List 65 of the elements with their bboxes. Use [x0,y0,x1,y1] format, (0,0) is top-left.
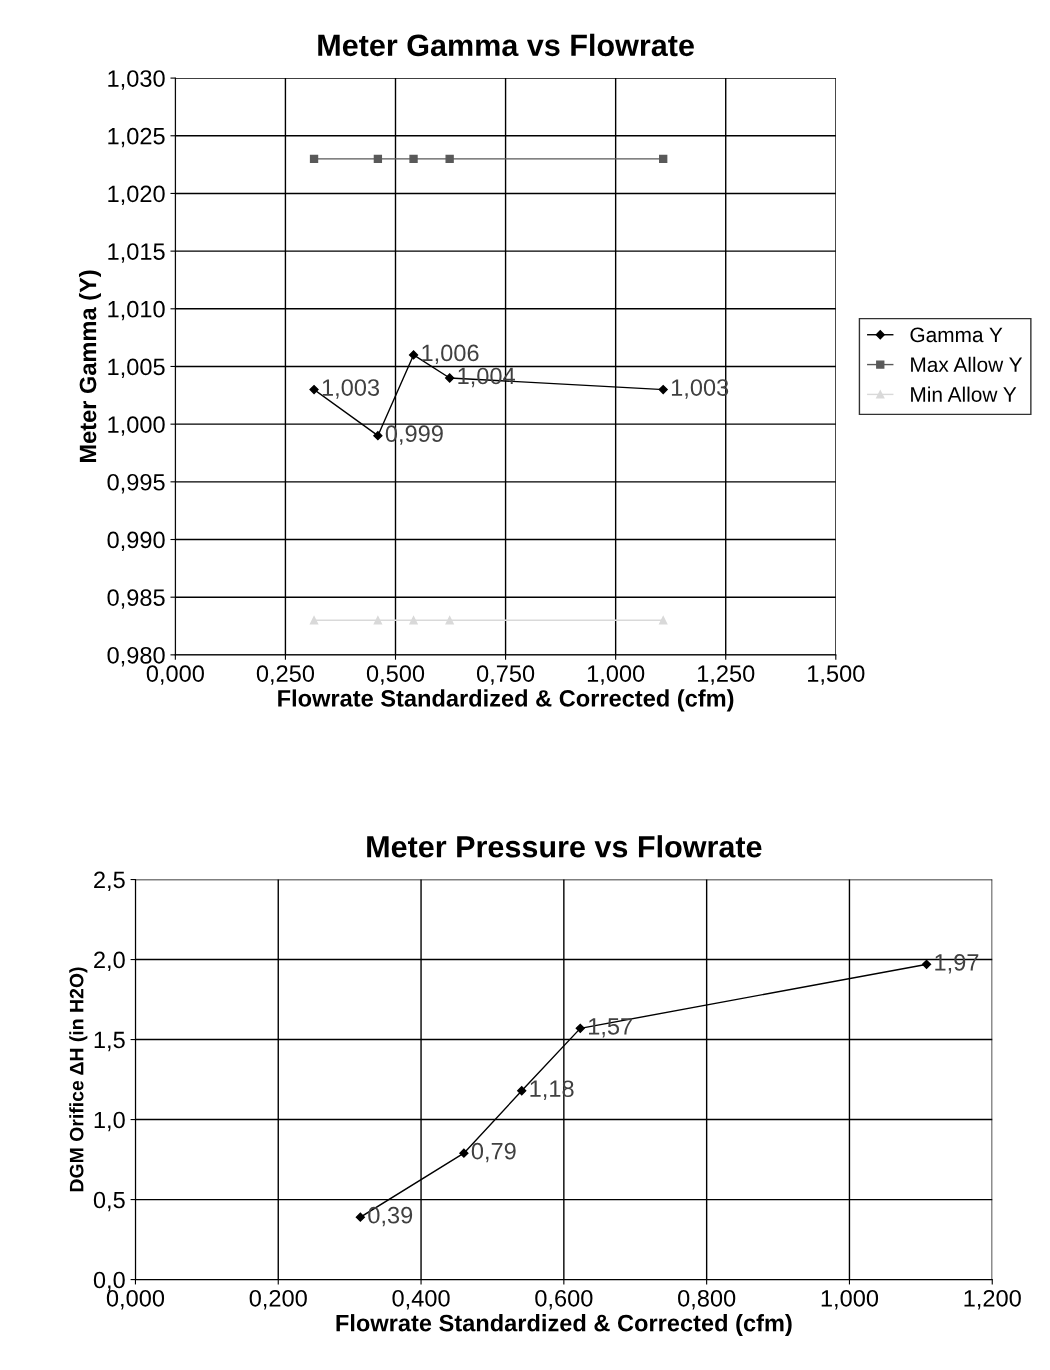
y-tick-label: 2,0 [94,951,125,972]
chart-title: Meter Gamma vs Flowrate [318,33,694,57]
x-axis-title: Flowrate Standardized & Corrected (cfm) [278,689,734,712]
point [459,1148,469,1158]
point [445,373,455,383]
x-tick-label: 1,250 [697,665,755,685]
point [658,384,668,395]
point [445,616,454,625]
y-tick-label: 1,0 [94,1111,125,1132]
x-tick-label: 1,000 [821,1289,879,1310]
legend-label: Min Allow Y [911,386,1017,402]
y-tick-label: 0,0 [93,1271,125,1292]
point [309,616,319,625]
point [373,431,383,441]
y-tick-label: 1,015 [108,243,165,263]
x-axis-title: Flowrate Standardized & Corrected (cfm) [336,1314,792,1337]
point [575,1023,585,1033]
point [409,616,418,625]
x-tick-label: 1,200 [964,1289,1021,1310]
point [659,154,668,164]
chart-title: Meter Pressure vs Flowrate [367,835,762,858]
x-tick-label: 0,000 [106,1289,165,1310]
point [309,154,319,164]
point [373,616,383,625]
point [408,350,419,360]
y-tick-label: 1,000 [108,416,165,436]
y-axis-title: DGM Orifice ΔH (in H2O) [69,967,88,1192]
data-label: 0,79 [471,1142,516,1163]
data-label: 1,57 [589,1018,632,1038]
x-tick-label: 0,200 [249,1289,307,1310]
point [445,154,454,164]
point [355,1212,365,1222]
point [309,384,319,395]
point [921,959,932,969]
data-label: 1,006 [422,344,479,365]
y-tick-label: 0,980 [107,646,165,667]
x-tick-label: 0,400 [392,1289,450,1310]
x-tick-label: 0,500 [366,665,425,685]
y-tick-label: 0,5 [93,1191,125,1212]
point [659,616,668,625]
y-tick-label: 1,030 [108,70,165,90]
x-tick-label: 0,800 [678,1289,736,1310]
x-tick-label: 1,000 [587,665,645,685]
y-tick-label: 2,5 [94,871,125,892]
y-tick-label: 1,020 [108,185,165,206]
legend-label: Gamma Y [910,327,1003,343]
data-label: 1,003 [322,379,380,399]
y-tick-label: 0,985 [107,589,165,609]
y-axis-title: Meter Gamma (Y) [78,270,101,462]
y-tick-label: 1,5 [94,1031,125,1052]
point [373,154,383,164]
y-tick-label: 1,005 [108,358,165,379]
legend-label: Max Allow Y [911,356,1023,373]
point [409,154,418,164]
x-tick-label: 0,000 [146,665,204,685]
x-tick-label: 0,250 [256,665,315,685]
y-tick-label: 1,010 [108,300,165,321]
data-label: 0,39 [368,1206,413,1227]
x-tick-label: 1,500 [808,665,865,685]
y-tick-label: 1,025 [108,127,165,148]
x-tick-label: 0,750 [476,665,535,685]
y-tick-label: 0,995 [107,473,165,494]
point [517,1086,527,1096]
y-tick-label: 0,990 [107,531,165,552]
x-tick-label: 0,600 [535,1289,593,1310]
